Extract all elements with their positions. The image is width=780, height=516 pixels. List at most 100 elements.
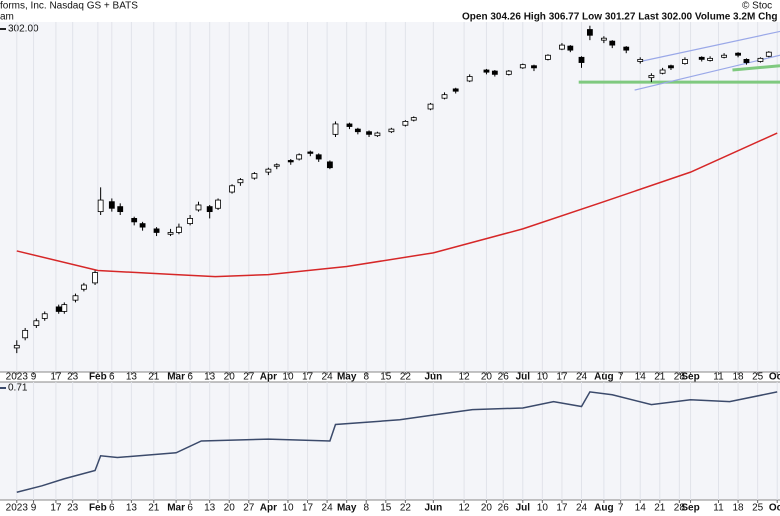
candle-body: [374, 132, 381, 137]
x-tick-label: 23: [67, 372, 79, 383]
x-tick-label: 24: [576, 372, 588, 383]
x-tick-label: Feb: [89, 503, 107, 514]
x-tick-label: 8: [363, 503, 369, 514]
x-tick-label: Oct: [769, 503, 780, 514]
x-tick-label: 6: [109, 372, 115, 383]
x-tick-label: 12: [459, 372, 471, 383]
x-tick-label: 17: [556, 372, 568, 383]
x-tick-label: 17: [556, 503, 568, 514]
x-tick-label: 17: [302, 372, 314, 383]
candle-body: [637, 58, 644, 62]
x-tick-label: 24: [322, 503, 334, 514]
trendline: [732, 64, 780, 72]
candle-body: [315, 154, 322, 160]
x-tick-label: 18: [733, 372, 745, 383]
candle-body: [97, 199, 104, 213]
source: © Stoc: [742, 1, 772, 12]
x-tick-label: 27: [243, 372, 255, 383]
x-tick-label: 18: [733, 503, 745, 514]
candle-body: [22, 329, 29, 339]
x-tick-label: 22: [400, 372, 412, 383]
x-tick-label: Jun: [424, 372, 442, 383]
x-tick-label: 17: [302, 503, 314, 514]
candle-body: [92, 272, 98, 284]
candle-body: [567, 45, 574, 51]
x-tick-label: 11: [713, 503, 724, 514]
x-tick-label: 21: [148, 372, 160, 383]
x-tick-label: 7: [618, 372, 624, 383]
x-tick-label: 15: [380, 372, 392, 383]
x-tick-label: 20: [224, 372, 236, 383]
x-tick-label: Apr: [260, 503, 277, 514]
ratio-panel: [0, 382, 780, 500]
x-tick-label: Aug: [594, 503, 613, 514]
candle-body: [586, 29, 593, 36]
x-tick-label: 25: [752, 372, 764, 383]
x-tick-label: 13: [126, 503, 138, 514]
candle-body: [215, 199, 221, 209]
x-tick-label: 26: [498, 503, 510, 514]
candle-body: [229, 185, 235, 193]
candle-body: [187, 218, 194, 225]
candle-body: [483, 69, 490, 73]
candle-body: [354, 128, 361, 133]
candle-body: [206, 206, 213, 213]
candle-body: [332, 123, 339, 135]
last-label: 302.00: [8, 24, 39, 35]
x-tick-label: Jul: [516, 372, 531, 383]
x-tick-label: Mar: [167, 503, 185, 514]
trendline: [634, 54, 780, 91]
x-tick-label: 21: [654, 503, 666, 514]
candle-body: [307, 151, 314, 154]
x-tick-label: Mar: [167, 372, 185, 383]
candle-body: [131, 218, 138, 223]
candle-body: [117, 206, 124, 213]
candle-body: [402, 121, 409, 126]
candle-body: [388, 128, 395, 133]
x-tick-label: Aug: [594, 372, 613, 383]
x-tick-label: 9: [31, 372, 37, 383]
x-tick-label: 24: [576, 503, 588, 514]
x-tick-label: 10: [537, 372, 549, 383]
candle-body: [167, 232, 174, 235]
x-tick-label: 2023: [6, 503, 29, 514]
ratio-line: [16, 391, 778, 493]
candle-body: [623, 46, 630, 51]
x-tick-label: May: [337, 503, 357, 514]
quote: Open 304.26 High 306.77 Low 301.27 Last …: [462, 12, 780, 23]
x-tick-label: Apr: [260, 372, 277, 383]
candle-body: [41, 313, 48, 319]
candle-body: [296, 154, 303, 160]
x-tick-label: 9: [31, 503, 37, 514]
candle-body: [743, 58, 750, 63]
x-tick-label: 6: [187, 503, 193, 514]
x-tick-label: 22: [400, 503, 412, 514]
candle-body: [72, 295, 79, 301]
candle-body: [559, 44, 565, 50]
last-label: 0.71: [8, 383, 28, 394]
candle-body: [757, 57, 764, 62]
x-tick-label: 25: [752, 503, 764, 514]
chart-title: forms, Inc. Nasdaq GS + BATS: [0, 1, 138, 12]
x-tick-label: 28: [674, 372, 686, 383]
candle-body: [545, 54, 551, 60]
candle-body: [600, 37, 607, 41]
x-tick-label: 12: [459, 503, 471, 514]
candle-body: [765, 51, 772, 57]
candle-body: [108, 201, 115, 209]
candle-body: [698, 56, 705, 60]
x-tick-label: Oct: [769, 372, 780, 383]
x-tick-label: 8: [363, 372, 369, 383]
candle-body: [441, 94, 448, 99]
x-tick-label: 27: [243, 503, 255, 514]
candle-body: [682, 58, 688, 64]
x-tick-label: 20: [481, 372, 493, 383]
moving-average: [16, 132, 778, 278]
x-tick-label: May: [337, 372, 357, 383]
candle-body: [735, 52, 741, 56]
candle-body: [287, 160, 294, 163]
candle-body: [410, 117, 417, 121]
x-tick-label: 10: [282, 503, 294, 514]
candle-body: [609, 40, 616, 46]
